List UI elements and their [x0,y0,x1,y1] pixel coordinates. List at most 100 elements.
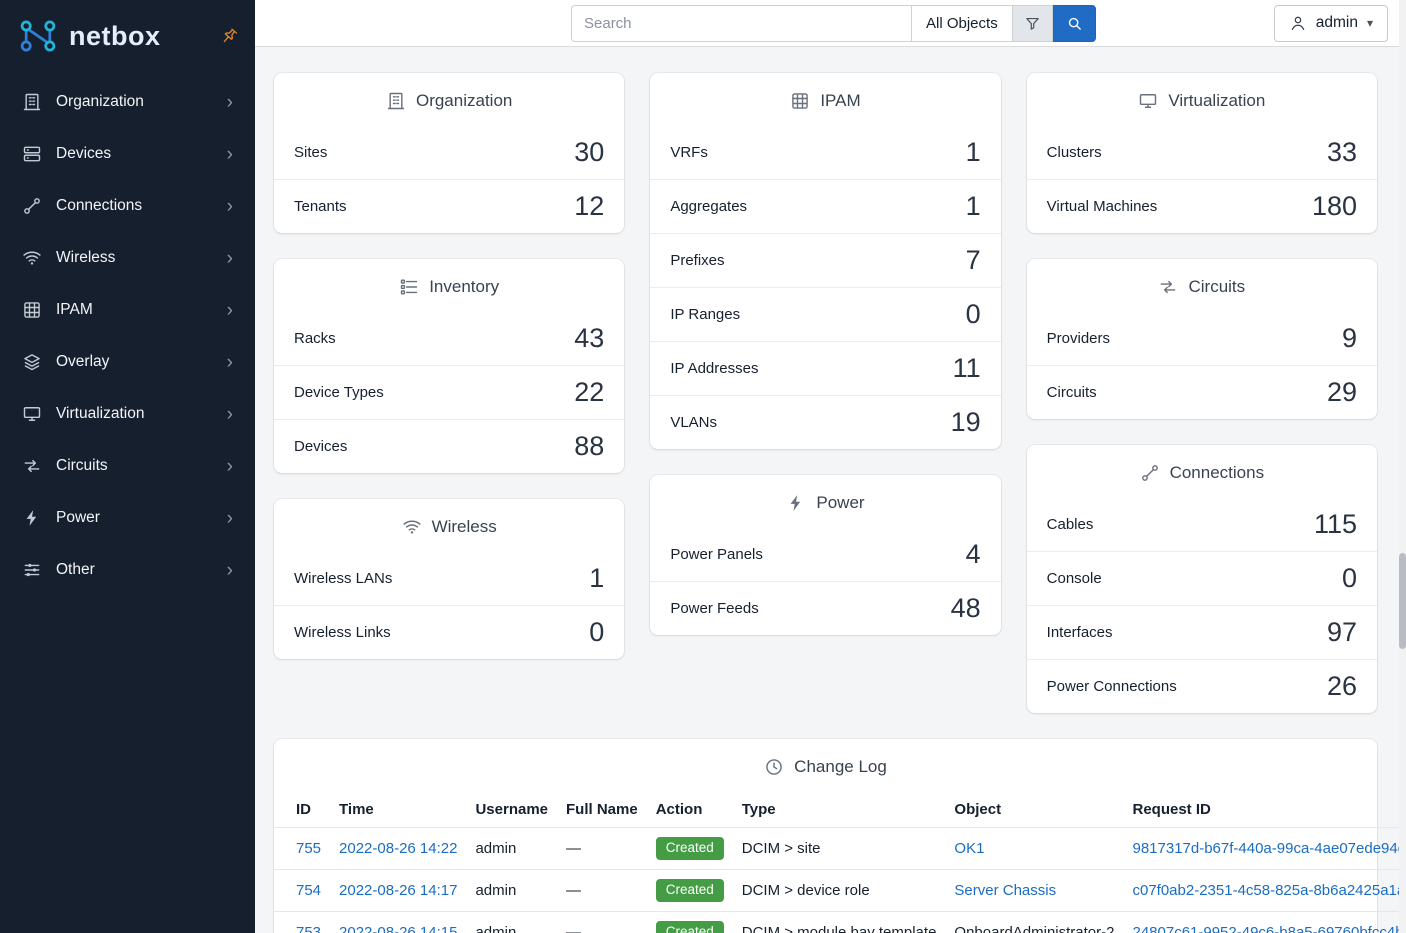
search-input[interactable] [571,4,911,42]
card-header: Organization [274,73,624,126]
change-time-link[interactable]: 2022-08-26 14:17 [339,881,458,899]
change-time-link[interactable]: 2022-08-26 14:22 [339,839,458,857]
wireless-icon [402,517,422,537]
stat-value[interactable]: 115 [1313,509,1357,539]
sidebar-item-connections[interactable]: Connections › [12,180,243,232]
card-connections: Connections Cables 115 Console 0 Interfa… [1026,445,1377,713]
sidebar-item-ipam[interactable]: IPAM › [12,284,243,336]
stat-value[interactable]: 30 [574,137,605,167]
stat-label: IP Addresses [670,360,759,377]
change-id-link[interactable]: 754 [296,881,322,899]
stat-value[interactable]: 88 [574,431,605,461]
stat-label: Clusters [1046,144,1102,161]
change-fullname: — [566,839,582,857]
card-title: Circuits [1188,277,1246,296]
user-menu-button[interactable]: admin ▾ [1273,4,1388,42]
virtualization-icon [1138,91,1158,111]
change-object-link[interactable]: Server Chassis [954,881,1057,899]
topbar: All Objects admin ▾ [255,0,1406,47]
pin-sidebar-icon[interactable] [219,26,239,46]
card-title: Change Log [794,757,887,776]
stat-label: Power Connections [1046,678,1177,695]
stat-value[interactable]: 33 [1326,137,1357,167]
main-area: All Objects admin ▾ [255,0,1406,933]
stat-value[interactable]: 0 [1341,563,1357,593]
stat-value[interactable]: 0 [589,617,605,647]
netbox-logo-icon [20,20,56,52]
search-submit-button[interactable] [1052,4,1096,42]
stat-value[interactable]: 1 [965,191,981,221]
change-username: admin [475,923,517,933]
chevron-right-icon: › [226,351,233,373]
stat-row: VRFs 1 [650,126,1000,179]
stat-value[interactable]: 1 [589,563,605,593]
change-object: OnboardAdministrator-2 [954,923,1115,933]
change-id-link[interactable]: 755 [296,839,322,857]
stat-row: Clusters 33 [1027,126,1377,179]
stat-row: Sites 30 [274,126,624,179]
stat-label: Sites [294,144,328,161]
dashboard-grid: Organization Sites 30 Tenants 12 [274,73,1377,713]
stat-value[interactable]: 180 [1311,191,1357,221]
stat-value[interactable]: 48 [950,593,981,623]
stat-value[interactable]: 12 [574,191,605,221]
stat-row: Devices 88 [274,419,625,473]
stat-value[interactable]: 26 [1326,671,1357,701]
card-title: Virtualization [1168,91,1266,110]
stat-value[interactable]: 1 [965,137,981,167]
request-id-link[interactable]: 24807c61-9952-49c6-b8a5-69760bfcc4b3 [1132,923,1406,933]
change-type: DCIM > module bay template [741,923,937,933]
change-object-link[interactable]: OK1 [954,839,985,857]
card-header: Wireless [274,499,624,552]
stat-label: Virtual Machines [1046,198,1158,215]
change-fullname: — [566,881,582,899]
change-type: DCIM > site [741,839,821,857]
sidebar-nav: Organization › Devices › Connections › W… [0,70,255,602]
card-title: Inventory [429,277,500,296]
sidebar-item-overlay[interactable]: Overlay › [12,336,243,388]
sidebar-item-circuits[interactable]: Circuits › [12,440,243,492]
filter-button[interactable] [1012,4,1053,42]
sidebar-item-devices[interactable]: Devices › [12,128,243,180]
stat-row: Tenants 12 [274,179,625,233]
stat-value[interactable]: 19 [950,407,981,437]
sidebar-item-label: Circuits [56,457,108,474]
card-wireless: Wireless Wireless LANs 1 Wireless Links … [274,499,625,659]
stat-row: Racks 43 [274,312,624,365]
stat-row: Providers 9 [1027,312,1377,365]
stat-value[interactable]: 43 [574,323,605,353]
netbox-logo[interactable]: netbox [16,16,161,56]
change-fullname: — [566,923,582,933]
status-badge: Created [655,837,724,860]
stat-row: Wireless LANs 1 [274,552,624,605]
request-id-link[interactable]: 9817317d-b67f-440a-99ca-4ae07ede94df [1132,839,1406,857]
card-header: Virtualization [1027,73,1377,126]
stat-value[interactable]: 4 [965,539,981,569]
request-id-link[interactable]: c07f0ab2-2351-4c58-825a-8b6a2425a1ab [1132,881,1406,899]
other-icon [22,560,42,580]
scrollbar-thumb[interactable] [1399,553,1406,649]
stat-value[interactable]: 29 [1326,377,1357,407]
sidebar-item-other[interactable]: Other › [12,544,243,596]
column-header-fullname: Full Name [566,792,656,828]
card-header: IPAM [650,73,1000,126]
stat-value[interactable]: 0 [965,299,981,329]
virtualization-icon [22,404,42,424]
stat-value[interactable]: 11 [952,353,981,383]
power-icon [786,493,806,513]
stat-value[interactable]: 97 [1326,617,1357,647]
stat-value[interactable]: 9 [1341,323,1357,353]
object-type-select[interactable]: All Objects [911,4,1013,42]
sidebar-item-wireless[interactable]: Wireless › [12,232,243,284]
sidebar-item-organization[interactable]: Organization › [12,76,243,128]
stat-value[interactable]: 22 [574,377,605,407]
sidebar-item-virtualization[interactable]: Virtualization › [12,388,243,440]
table-header-row: ID Time Username Full Name Action Type O… [274,792,1406,828]
devices-icon [22,144,42,164]
stat-row: Cables 115 [1027,498,1377,551]
sidebar-item-power[interactable]: Power › [12,492,243,544]
stat-value[interactable]: 7 [965,245,981,275]
stat-label: Aggregates [670,198,748,215]
change-time-link[interactable]: 2022-08-26 14:15 [339,923,458,933]
change-id-link[interactable]: 753 [296,923,322,933]
